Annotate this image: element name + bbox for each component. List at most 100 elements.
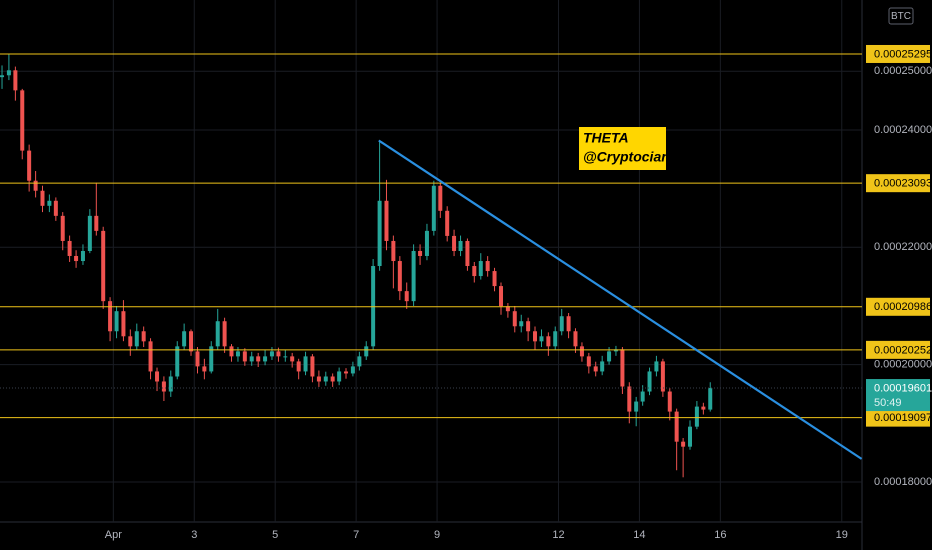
candle-body: [559, 316, 564, 332]
candle-body: [465, 240, 470, 267]
candle-body: [667, 391, 672, 412]
candle-body: [350, 366, 355, 374]
current-price-label: 0.00019601: [874, 382, 932, 394]
level-label-bg: [866, 174, 930, 193]
annotation-text: THETA: [583, 130, 629, 146]
candle-body: [708, 388, 713, 410]
candle-body: [431, 185, 436, 231]
candle-body: [316, 376, 321, 382]
x-tick-label: 5: [272, 529, 278, 541]
candle-body: [660, 361, 665, 392]
candle-body: [579, 346, 584, 357]
candle-body: [47, 200, 52, 206]
candle-body: [357, 356, 362, 367]
candle-body: [418, 250, 423, 256]
candle-body: [94, 215, 99, 231]
candle-body: [526, 321, 531, 332]
candle-body: [53, 200, 58, 216]
x-tick-label: 7: [353, 529, 359, 541]
candle-body: [303, 356, 308, 372]
candle-body: [215, 321, 220, 347]
current-price-box: [866, 379, 930, 412]
x-tick-label: 12: [552, 529, 564, 541]
x-tick-label: 16: [714, 529, 726, 541]
candle-body: [424, 230, 429, 256]
candle-body: [296, 361, 301, 372]
candle-body: [27, 150, 32, 181]
candle-body: [60, 215, 65, 241]
candle-body: [209, 346, 214, 372]
candle-body: [276, 351, 281, 357]
level-label: 0.00020252: [874, 344, 932, 356]
candle-body: [478, 261, 483, 277]
candle-body: [640, 391, 645, 402]
candle-body: [364, 346, 369, 357]
y-tick-label: 0.00022000: [874, 241, 932, 253]
candle-body: [229, 346, 234, 357]
level-label-bg: [866, 340, 930, 359]
candle-body: [323, 376, 328, 382]
candle-body: [634, 401, 639, 412]
candle-body: [674, 411, 679, 442]
candle-body: [182, 331, 187, 347]
level-label-bg: [866, 408, 930, 427]
candle-body: [485, 261, 490, 272]
candle-body: [222, 321, 227, 347]
candle-body: [20, 90, 25, 151]
candle-body: [101, 230, 106, 302]
currency-badge: [888, 7, 914, 25]
candle-body: [384, 200, 389, 241]
x-tick-label: Apr: [105, 529, 122, 541]
candle-body: [654, 361, 659, 372]
candle-body: [553, 331, 558, 347]
candle-body: [290, 356, 295, 362]
candle-body: [108, 301, 113, 332]
candle-body: [242, 351, 247, 362]
candle-body: [681, 441, 686, 447]
candle-body: [337, 371, 342, 382]
candle-body: [519, 321, 524, 327]
candle-body: [593, 366, 598, 372]
x-tick-label: 3: [191, 529, 197, 541]
level-label-bg: [866, 297, 930, 316]
currency-label: BTC: [891, 11, 911, 22]
candle-body: [13, 70, 18, 91]
candle-body: [377, 200, 382, 267]
level-label: 0.00020986: [874, 301, 932, 313]
candle-body: [701, 406, 706, 410]
candle-body: [371, 266, 376, 347]
candle-body: [114, 311, 119, 332]
candle-body: [148, 341, 153, 372]
annotation-text: @Cryptocians: [583, 149, 678, 165]
level-label: 0.00019097: [874, 412, 932, 424]
level-label: 0.00025295: [874, 48, 932, 60]
x-tick-label: 14: [633, 529, 645, 541]
candle-body: [256, 356, 261, 362]
candle-body: [573, 331, 578, 347]
candle-body: [168, 376, 173, 392]
candle-body: [310, 356, 315, 377]
candle-body: [74, 255, 79, 262]
candle-body: [330, 376, 335, 382]
candle-body: [688, 426, 693, 447]
y-tick-label: 0.00024000: [874, 124, 932, 136]
candle-body: [452, 235, 457, 251]
candle-body: [189, 331, 194, 352]
candle-body: [694, 406, 699, 427]
candle-body: [411, 250, 416, 302]
level-label-bg: [866, 44, 930, 63]
candle-body: [87, 215, 92, 251]
candle-body: [512, 311, 517, 327]
candle-body: [391, 240, 396, 262]
candle-body: [505, 306, 510, 312]
candle-body: [161, 381, 166, 392]
candle-body: [499, 286, 504, 307]
candle-body: [6, 70, 11, 76]
candle-body: [586, 356, 591, 367]
candle-body: [141, 331, 146, 342]
candle-body: [533, 331, 538, 342]
candle-body: [607, 351, 612, 362]
candle-body: [600, 361, 605, 372]
candle-body: [128, 336, 133, 347]
